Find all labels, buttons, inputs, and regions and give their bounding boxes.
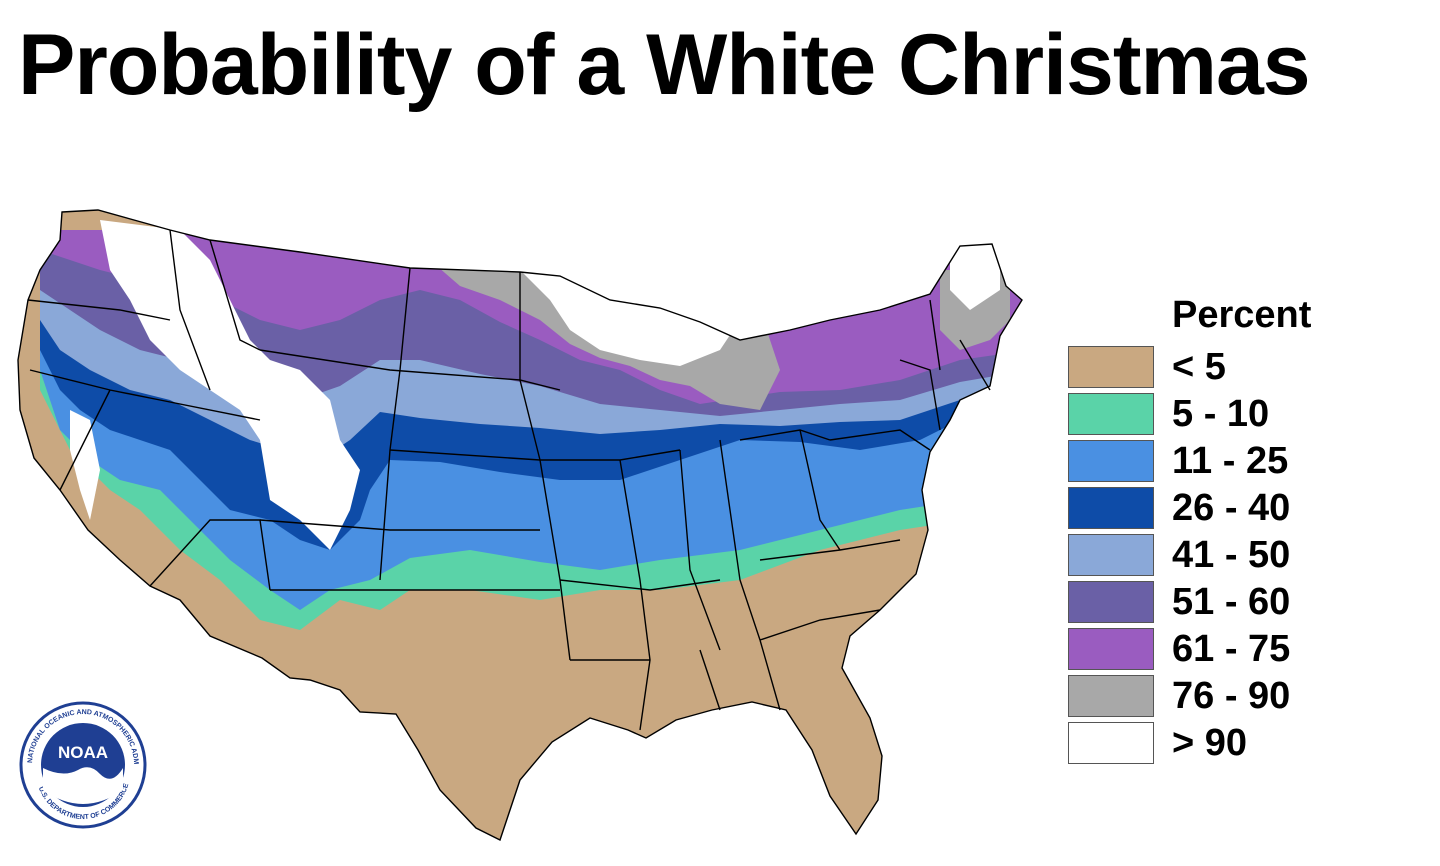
legend-label: 41 - 50: [1172, 534, 1291, 576]
legend-label: 11 - 25: [1172, 440, 1289, 482]
legend-swatch: [1068, 675, 1154, 717]
legend-label: > 90: [1172, 722, 1248, 764]
state-borders: [17, 209, 1023, 841]
legend-label: 51 - 60: [1172, 581, 1291, 623]
legend-swatch: [1068, 440, 1154, 482]
legend-label: 76 - 90: [1172, 675, 1291, 717]
legend-swatch: [1068, 581, 1154, 623]
legend-label: 5 - 10: [1172, 393, 1270, 435]
legend-label: < 5: [1172, 346, 1226, 388]
legend-swatch: [1068, 346, 1154, 388]
region-over-90-sierra: [70, 410, 100, 520]
legend-swatch: [1068, 628, 1154, 670]
map-title: Probability of a White Christmas: [18, 17, 1311, 113]
legend-item: 51 - 60: [1068, 581, 1428, 625]
logo-text: NOAA: [58, 743, 108, 762]
legend-label: 26 - 40: [1172, 487, 1291, 529]
legend-item: 11 - 25: [1068, 440, 1428, 484]
legend-label: 61 - 75: [1172, 628, 1291, 670]
us-snow-probability-map: [17, 209, 1023, 841]
legend-swatch: [1068, 487, 1154, 529]
legend-item: > 90: [1068, 722, 1428, 766]
legend-item: 61 - 75: [1068, 628, 1428, 672]
noaa-logo: NATIONAL OCEANIC AND ATMOSPHERIC ADMINIS…: [18, 700, 147, 829]
legend-swatch: [1068, 722, 1154, 764]
legend-item: 5 - 10: [1068, 393, 1428, 437]
legend-title: Percent: [1172, 294, 1312, 336]
legend-item: < 5: [1068, 346, 1428, 390]
legend-item: 26 - 40: [1068, 487, 1428, 531]
legend-swatch: [1068, 393, 1154, 435]
region-over-90-wasatch: [260, 440, 320, 520]
legend-item: 41 - 50: [1068, 534, 1428, 578]
region-over-90-maine: [950, 240, 1000, 310]
logo-seagull-wave: [43, 767, 123, 804]
legend-item: 76 - 90: [1068, 675, 1428, 719]
legend-swatch: [1068, 534, 1154, 576]
